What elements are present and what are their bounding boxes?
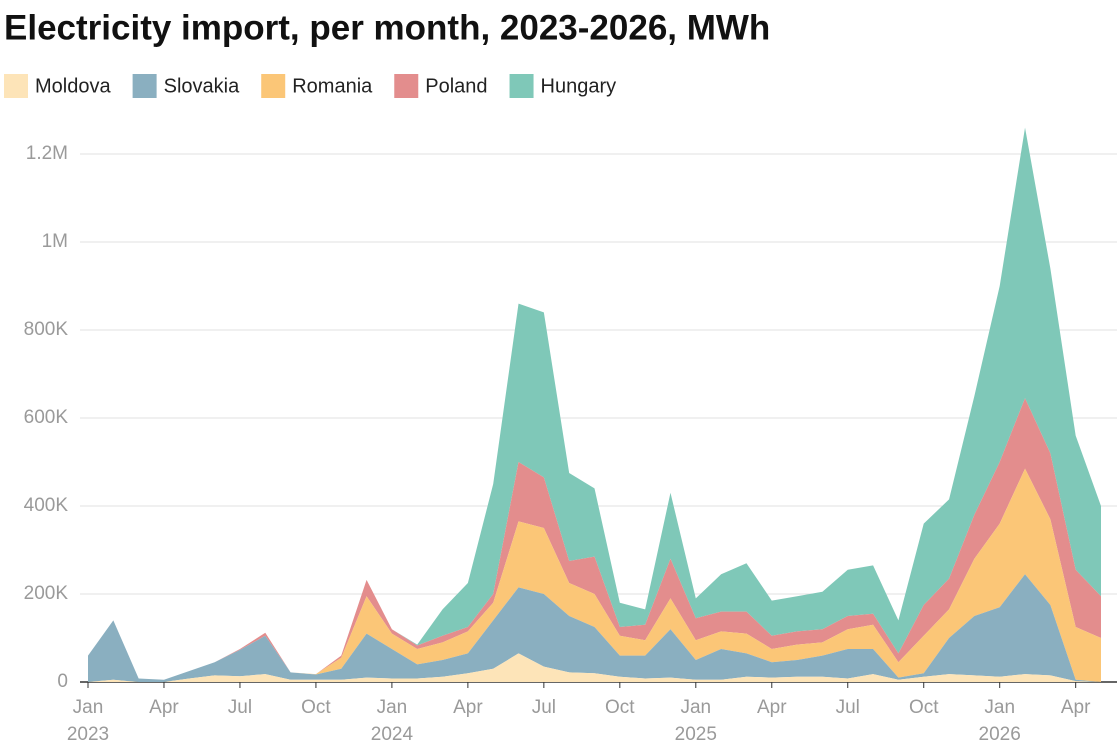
x-tick-label: Jan 2025 [675, 697, 717, 745]
x-tick-label: Jan 2024 [371, 697, 414, 745]
legend-label: Poland [425, 75, 487, 97]
x-tick-label: Jul [532, 697, 556, 718]
x-tick-label: Jul [836, 697, 860, 718]
x-tick-label: Oct [605, 697, 635, 718]
y-tick-label: 600K [24, 407, 69, 428]
legend-swatch [394, 74, 419, 98]
legend-swatch [4, 74, 28, 98]
x-tick-label: Jul [228, 697, 252, 718]
y-tick-label: 800K [24, 319, 69, 340]
legend-swatch [261, 74, 286, 98]
chart-title: Electricity import, per month, 2023-2026… [4, 8, 770, 47]
legend-swatch [509, 74, 534, 98]
legend-label: Moldova [35, 75, 111, 97]
area [88, 574, 1101, 682]
legend-swatch [132, 74, 157, 98]
legend: Moldova Slovakia Romania Poland Hungary [4, 74, 616, 98]
legend-label: Slovakia [164, 75, 240, 97]
area [88, 653, 1101, 682]
x-tick-label: Jan 2023 [67, 697, 109, 745]
x-tick-label: Apr [1061, 697, 1091, 718]
y-tick-label: 200K [24, 583, 69, 604]
y-tick-label: 0 [57, 671, 68, 692]
x-tick-label: Apr [149, 697, 179, 718]
x-tick-label: Apr [757, 697, 787, 718]
y-tick-label: 400K [24, 495, 69, 516]
x-tick-label: Jan 2026 [979, 697, 1021, 745]
legend-label: Hungary [541, 75, 617, 97]
x-tick-label: Apr [453, 697, 483, 718]
x-tick-label: Oct [301, 697, 331, 718]
y-tick-label: 1.2M [26, 143, 68, 164]
legend-label: Romania [292, 75, 373, 97]
x-tick-label: Oct [909, 697, 939, 718]
y-tick-label: 1M [42, 231, 68, 252]
